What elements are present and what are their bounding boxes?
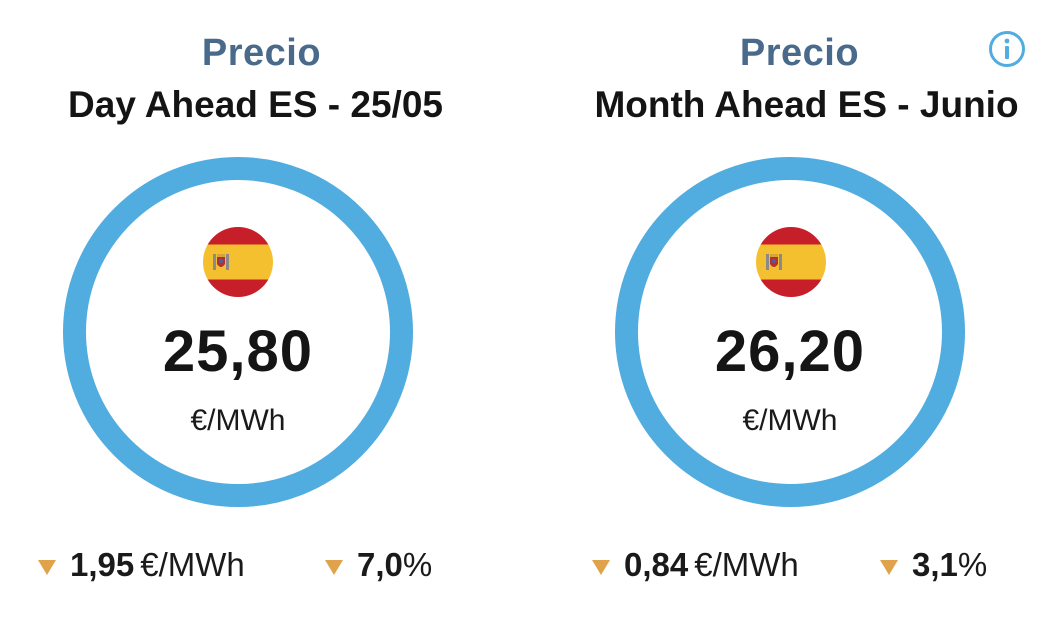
change-percent: 7,0 % <box>325 546 432 584</box>
price-unit: €/MWh <box>742 404 838 437</box>
price-value: 26,20 <box>714 319 866 384</box>
price-card-day-ahead: Precio Day Ahead ES - 25/05 25,80 €/MWh … <box>0 32 523 590</box>
change-stats: 1,95 €/MWh 7,0 % <box>0 546 523 590</box>
change-absolute-unit: €/MWh <box>140 546 245 583</box>
card-kicker: Precio <box>739 32 860 74</box>
down-triangle-icon <box>325 559 343 575</box>
card-title: Day Ahead ES - 25/05 <box>68 84 443 125</box>
change-percent-unit: % <box>402 546 433 583</box>
coat-of-arms-icon <box>213 254 229 270</box>
price-value: 25,80 <box>162 319 314 384</box>
change-absolute-unit: €/MWh <box>694 546 799 583</box>
change-stats: 0,84 €/MWh 3,1 % <box>523 546 1046 590</box>
down-triangle-icon <box>592 559 610 575</box>
card-kicker: Precio <box>201 32 322 74</box>
change-percent-value: 3,1 <box>912 546 958 583</box>
info-icon[interactable] <box>988 30 1026 68</box>
spain-flag-icon <box>756 227 826 297</box>
coat-of-arms-icon <box>766 254 782 270</box>
card-title: Month Ahead ES - Junio <box>594 84 1019 125</box>
change-percent-unit: % <box>957 546 988 583</box>
change-absolute: 1,95 €/MWh <box>38 546 245 584</box>
change-absolute-value: 1,95 <box>70 546 135 583</box>
change-percent-value: 7,0 <box>357 546 403 583</box>
change-absolute: 0,84 €/MWh <box>592 546 799 584</box>
change-percent: 3,1 % <box>880 546 987 584</box>
down-triangle-icon <box>38 559 56 575</box>
price-card-month-ahead: Precio Month Ahead ES - Junio 26,20 €/MW… <box>523 0 1046 632</box>
down-triangle-icon <box>880 559 898 575</box>
change-absolute-value: 0,84 <box>624 546 689 583</box>
spain-flag-icon <box>203 227 273 297</box>
price-unit: €/MWh <box>190 404 286 437</box>
